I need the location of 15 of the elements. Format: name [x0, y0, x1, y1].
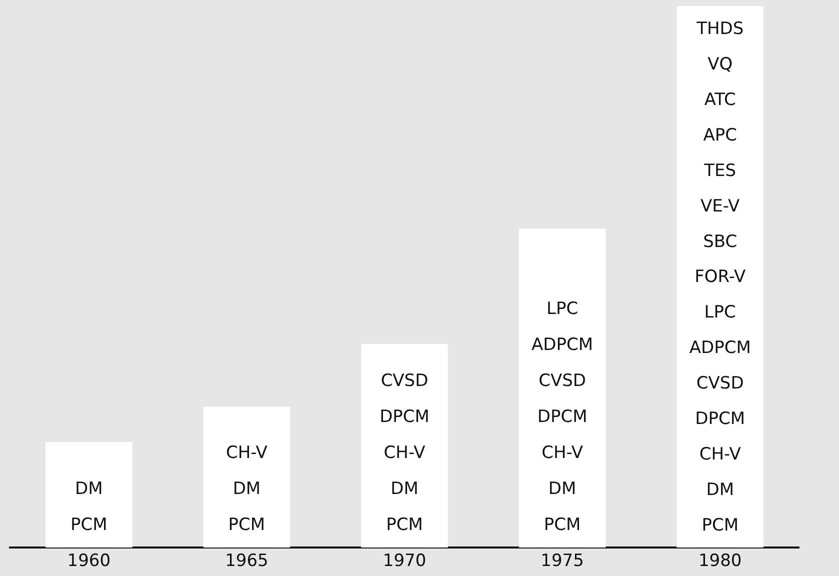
- bar: [361, 344, 448, 548]
- bar: [518, 228, 606, 548]
- x-tick-label: 1975: [540, 551, 584, 572]
- x-tick-label: 1965: [225, 551, 268, 572]
- x-tick-label: 1980: [698, 551, 742, 572]
- x-tick-label: 1960: [67, 551, 111, 572]
- bar: [46, 442, 132, 548]
- bar: [676, 6, 764, 548]
- annotation: CVSD DPCM CH-V DM PCM: [380, 371, 430, 536]
- bar: [203, 406, 290, 548]
- annotation: LPC ADPCM CVSD DPCM CH-V DM PCM: [532, 299, 594, 536]
- annotation: CH-V DM PCM: [226, 443, 268, 536]
- annotation: DM PCM: [70, 479, 108, 536]
- x-tick-label: 1970: [382, 551, 426, 572]
- text: THDS VQ ATC APC TES VE-V SBC FOR-V LPC ADPCM CVSD DPCM CH-V DM PCM: [689, 19, 751, 536]
